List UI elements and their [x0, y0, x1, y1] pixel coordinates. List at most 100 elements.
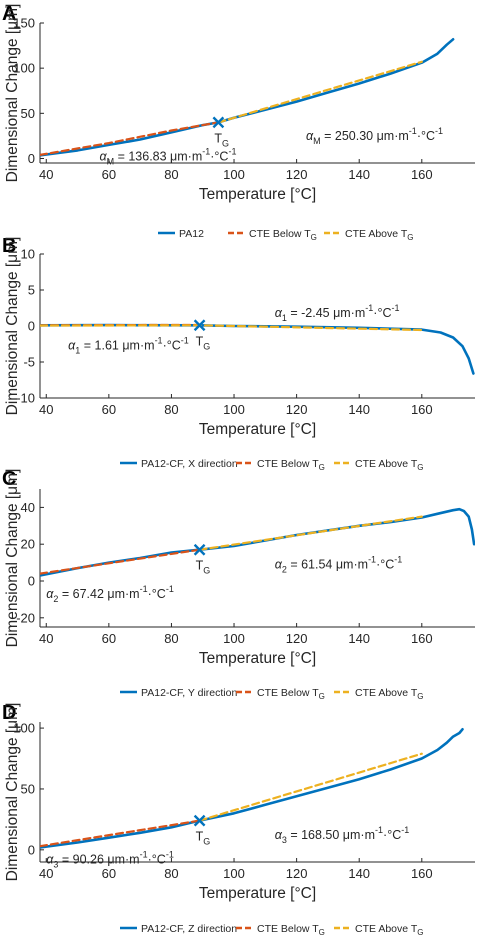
tg-marker-sub: G [203, 837, 210, 847]
annotation-text: = 250.30 μm·m [321, 129, 409, 143]
legend-label: CTE Above TG [355, 687, 424, 701]
cte-fit-line [40, 548, 201, 575]
x-tick-label: 140 [348, 866, 370, 881]
annotation-sup2: -1 [435, 126, 443, 136]
annotation-text: = -2.45 μm·m [287, 306, 365, 320]
x-axis-label: Temperature [°C] [199, 650, 316, 667]
x-tick-label: 80 [164, 402, 178, 417]
measured-curve [40, 38, 455, 157]
panel-b: B 40 60 80 100 120 140 160 -10 -5 0 5 10 Temperature … [2, 235, 475, 472]
x-tick-label: 100 [223, 167, 245, 182]
cte-fit-line [198, 515, 423, 551]
annotation-text: = 168.50 μm·m [287, 828, 375, 842]
x-axis-label: Temperature [°C] [199, 885, 316, 902]
panel-letter: B [2, 235, 16, 257]
measured-curve [40, 728, 464, 849]
x-tick-label: 160 [411, 402, 433, 417]
tg-marker-label: TG [196, 559, 211, 576]
annotation-sub: 1 [282, 313, 287, 323]
y-axis-label: Dimensional Change [μm] [4, 4, 21, 183]
annotation-text2: ·°C [373, 306, 391, 320]
tg-marker [193, 814, 206, 827]
y-tick-label: 0 [28, 319, 35, 334]
y-tick-label: 100 [13, 721, 35, 736]
legend-label-main: CTE Below T [249, 228, 311, 240]
annotation-sup: -1 [409, 126, 417, 136]
legend-label: CTE Above TG [355, 458, 424, 472]
x-axis-label: Temperature [°C] [199, 421, 316, 438]
panel-letter: C [2, 468, 16, 490]
cte-annotation: α3 = 90.26 μm·m-1·°C-1 [46, 850, 174, 870]
annotation-sup: -1 [140, 584, 148, 594]
legend-label: CTE Below TG [257, 687, 325, 701]
x-tick-label: 160 [411, 866, 433, 881]
legend-label-sub: G [407, 233, 413, 242]
tg-marker-main: T [214, 131, 222, 145]
cte-annotation: α2 = 67.42 μm·m-1·°C-1 [46, 584, 174, 604]
legend-label-main: CTE Above T [355, 687, 418, 699]
annotation-text2: ·°C [210, 150, 228, 164]
y-tick-label: -20 [16, 610, 35, 625]
tg-marker-main: T [196, 830, 204, 844]
annotation-sup2: -1 [401, 825, 409, 835]
tg-marker-sub: G [203, 341, 210, 351]
y-axis-label: Dimensional Change [μm] [4, 237, 21, 416]
annotation-symbol: α [46, 853, 54, 867]
tg-marker-main: T [196, 334, 204, 348]
legend-label-sub: G [417, 928, 423, 937]
panel-c: C 40 60 80 100 120 140 160 -20 0 20 40 Temperature [… [2, 468, 475, 701]
cte-annotation: α2 = 61.54 μm·m-1·°C-1 [275, 554, 403, 574]
tg-marker-sub: G [203, 566, 210, 576]
legend-label-main: CTE Below T [257, 687, 319, 699]
y-tick-label: 0 [28, 574, 35, 589]
panel-a: A 40 60 80 100 120 140 160 0 50 100 150 Temperature … [2, 3, 475, 242]
cte-fit-line [217, 60, 423, 124]
legend-label-main: CTE Above T [355, 458, 418, 470]
annotation-sup: -1 [202, 147, 210, 157]
legend-label: PA12-CF, Y direction [141, 687, 237, 699]
x-tick-label: 40 [39, 167, 53, 182]
annotation-sup2: -1 [391, 303, 399, 313]
legend-label: CTE Below TG [249, 228, 317, 242]
x-tick-label: 100 [223, 631, 245, 646]
legend-label-main: CTE Below T [257, 458, 319, 470]
legend-label-main: PA12 [179, 228, 204, 240]
x-tick-label: 120 [286, 866, 308, 881]
cte-annotation: αM = 136.83 μm·m-1·°C-1 [99, 147, 236, 167]
annotation-sub: 2 [282, 564, 287, 574]
x-tick-label: 60 [102, 167, 116, 182]
legend-label: CTE Above TG [355, 923, 424, 937]
annotation-sub: 1 [75, 345, 80, 355]
annotation-symbol: α [275, 306, 283, 320]
x-tick-label: 40 [39, 402, 53, 417]
annotation-symbol: α [99, 150, 107, 164]
annotation-sup: -1 [368, 554, 376, 564]
tg-marker-label: TG [196, 334, 211, 351]
x-tick-label: 80 [164, 866, 178, 881]
y-tick-label: 100 [13, 61, 35, 76]
y-tick-label: 5 [28, 283, 35, 298]
annotation-sup2: -1 [166, 584, 174, 594]
annotation-text2: ·°C [148, 587, 166, 601]
x-tick-label: 160 [411, 167, 433, 182]
legend-label-sub: G [319, 692, 325, 701]
y-tick-label: 10 [21, 247, 35, 262]
y-tick-label: 0 [28, 151, 35, 166]
annotation-sup2: -1 [181, 335, 189, 345]
legend-label: PA12-CF, Z direction [141, 923, 237, 935]
cte-fit-line [40, 819, 201, 848]
legend-label-sub: G [311, 233, 317, 242]
tg-marker-label: TG [214, 131, 229, 148]
annotation-sub: 2 [53, 594, 58, 604]
x-tick-label: 40 [39, 866, 53, 881]
legend-label-sub: G [417, 463, 423, 472]
annotation-symbol: α [46, 587, 54, 601]
annotation-sub: M [107, 157, 115, 167]
cte-annotation: αM = 250.30 μm·m-1·°C-1 [306, 126, 443, 146]
legend-label-sub: G [319, 463, 325, 472]
legend-label: CTE Below TG [257, 458, 325, 472]
x-tick-label: 120 [286, 167, 308, 182]
tg-marker-label: TG [196, 830, 211, 847]
cte-annotation: α1 = -2.45 μm·m-1·°C-1 [275, 303, 400, 323]
